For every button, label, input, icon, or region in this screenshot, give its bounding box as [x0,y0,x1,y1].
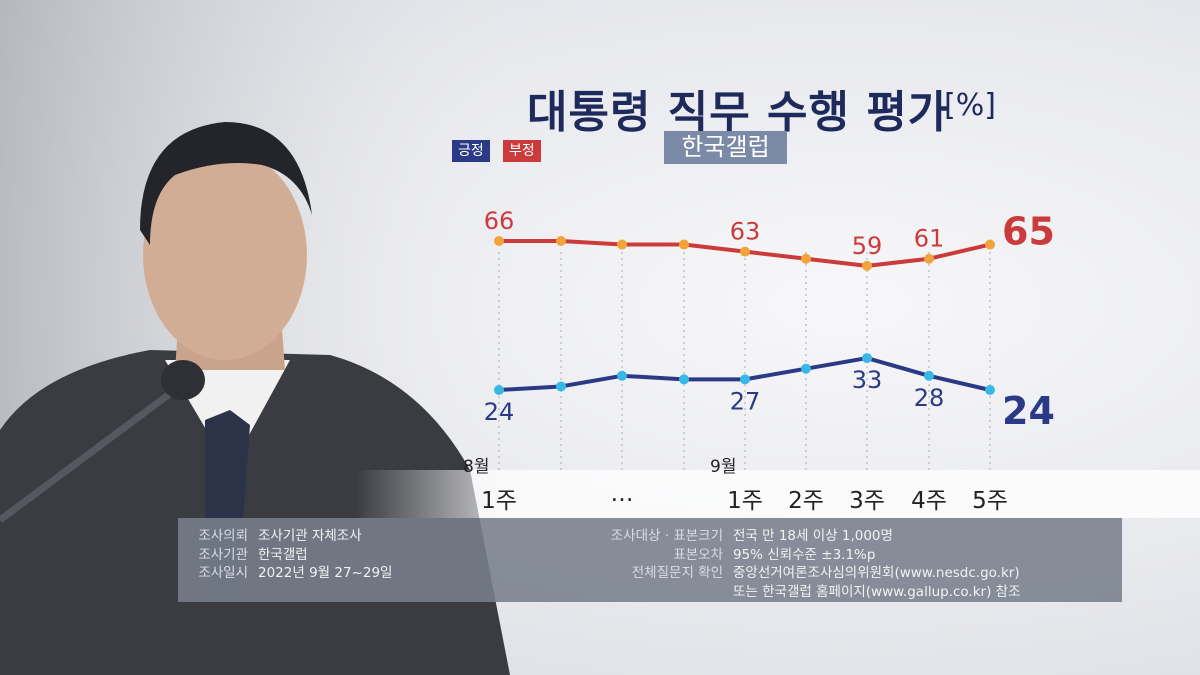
info-key: 조사의뢰 [198,528,248,544]
info-value: 조사기관 자체조사 [258,528,362,544]
source-badge: 한국갤럽 [664,131,787,164]
data-point [985,385,995,395]
info-row: 조사의뢰 조사기관 자체조사 [178,524,392,544]
data-label: 33 [852,366,883,394]
data-point [617,370,627,381]
data-label: 66 [484,207,515,235]
week-label: 1주 [727,488,763,514]
info-key: 조사대상 · 표본크기 [610,528,723,544]
data-point [801,363,811,374]
week-label: 5주 [972,488,1008,514]
info-key: 전체질문지 확인 [631,565,723,581]
info-value: 전국 만 18세 이상 1,000명 [733,528,893,544]
info-value: 또는 한국갤럽 홈페이지(www.gallup.co.kr) 참조 [733,583,1021,600]
info-row: 조사대상 · 표본크기 전국 만 18세 이상 1,000명 [598,524,1021,544]
data-point [556,381,566,392]
data-point [740,374,750,385]
data-point [985,239,995,250]
data-label: 65 [1002,210,1055,254]
chart-title: 대통령 직무 수행 평가 [527,87,950,138]
info-row: 조사기관 한국갤럽 [178,543,392,563]
info-value: 한국갤럽 [258,546,308,563]
data-point [679,374,689,385]
data-point [740,246,750,257]
info-row: 전체질문지 확인 중앙선거여론조사심의위원회(www.nesdc.go.kr) [598,561,1021,581]
info-value: 2022년 9월 27~29일 [258,565,393,581]
data-point [924,253,934,264]
week-label: 1주 [481,488,517,514]
data-label: 63 [730,218,761,246]
data-point [494,385,504,395]
data-point [862,353,872,364]
survey-info-right: 조사대상 · 표본크기 전국 만 18세 이상 1,000명 표본오차 95% 신뢰… [598,524,1021,600]
data-point [556,236,566,246]
data-label: 28 [914,384,945,412]
legend-positive: 긍정 [452,140,490,162]
info-row: 조사일시 2022년 9월 27~29일 [178,561,393,581]
data-point [862,260,872,271]
data-label: 59 [852,232,883,260]
info-value: 95% 신뢰수준 ±3.1%p [733,546,876,563]
month-label-aug: 8월 [463,457,490,477]
data-point [924,370,934,381]
legend-negative: 부정 [503,140,541,162]
week-label: 2주 [788,488,824,514]
info-row: 또는 한국갤럽 홈페이지(www.gallup.co.kr) 참조 [598,580,1021,600]
week-label-ellipsis: … [610,481,634,507]
data-point [801,253,811,264]
info-key: 표본오차 [673,546,723,563]
axis-band [355,470,1200,518]
survey-info-panel: 조사의뢰 조사기관 자체조사 조사기관 한국갤럽 조사일시 2022년 9월 27~2… [178,518,1122,602]
survey-info-left: 조사의뢰 조사기관 자체조사 조사기관 한국갤럽 조사일시 2022년 9월 27~2… [178,524,393,581]
data-label: 27 [730,387,761,415]
week-label: 3주 [849,488,885,514]
week-label: 4주 [911,488,947,514]
data-label: 61 [914,225,945,253]
info-key: 조사기관 [198,546,248,563]
info-row: 표본오차 95% 신뢰수준 ±3.1%p [598,543,1021,563]
month-label-sep: 9월 [710,457,737,477]
data-point [494,236,504,246]
data-point [679,239,689,250]
data-label: 24 [1002,389,1055,433]
unit-label: [%] [944,88,996,123]
data-point [617,239,627,250]
info-value: 중앙선거여론조사심의위원회(www.nesdc.go.kr) [733,565,1020,581]
data-label: 24 [484,398,515,426]
info-key: 조사일시 [198,565,248,581]
